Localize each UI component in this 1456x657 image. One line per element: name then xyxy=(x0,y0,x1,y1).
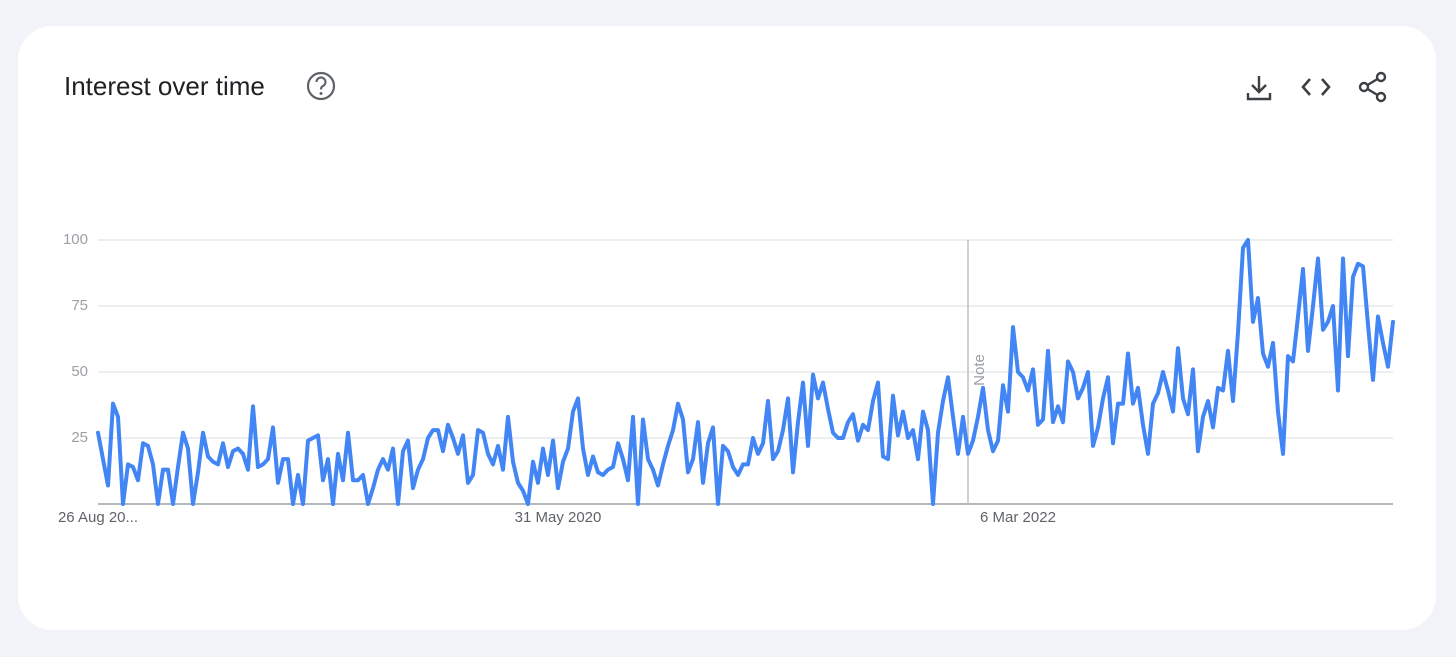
y-tick-label: 75 xyxy=(71,297,88,314)
help-icon[interactable] xyxy=(306,71,336,101)
y-tick-label: 50 xyxy=(71,363,88,380)
download-icon[interactable] xyxy=(1246,76,1272,101)
x-tick-label: 6 Mar 2022 xyxy=(980,509,1056,526)
note-label: Note xyxy=(971,354,988,386)
y-tick-label: 100 xyxy=(63,231,88,248)
trend-line xyxy=(96,238,1395,506)
chart-title: Interest over time xyxy=(64,71,265,101)
embed-icon[interactable] xyxy=(1301,78,1331,96)
x-tick-label: 31 May 2020 xyxy=(515,509,602,526)
card xyxy=(18,26,1436,630)
share-icon[interactable] xyxy=(1358,71,1387,103)
y-tick-label: 25 xyxy=(71,429,88,446)
x-tick-label: 26 Aug 20... xyxy=(58,509,138,526)
